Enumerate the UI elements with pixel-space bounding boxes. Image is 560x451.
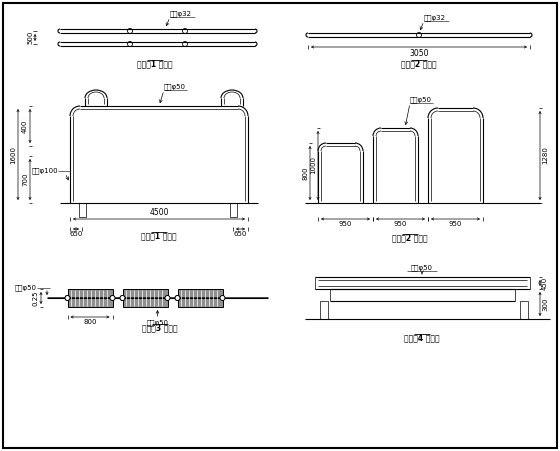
Text: 钢管φ50: 钢管φ50 [164, 83, 186, 90]
Circle shape [120, 295, 125, 300]
Text: 健身卨1 平面图: 健身卨1 平面图 [137, 59, 173, 68]
Text: 0.25: 0.25 [33, 290, 39, 306]
Text: 300: 300 [542, 297, 548, 311]
Text: 950: 950 [339, 221, 352, 227]
Text: 4500: 4500 [150, 208, 169, 217]
Text: 950: 950 [449, 221, 462, 227]
Text: 钢管φ50: 钢管φ50 [411, 264, 433, 271]
Text: 650: 650 [234, 231, 247, 237]
Circle shape [165, 295, 170, 300]
Bar [320, 301, 328, 319]
Bar [178, 289, 222, 307]
Circle shape [220, 295, 225, 300]
Text: 700: 700 [22, 173, 28, 186]
Bar [123, 289, 167, 307]
Text: 钢管φ32: 钢管φ32 [424, 14, 446, 21]
Bar [230, 203, 237, 217]
Text: 450: 450 [542, 276, 548, 290]
Text: 1000: 1000 [310, 156, 316, 175]
Text: 800: 800 [83, 319, 97, 325]
Circle shape [110, 295, 115, 300]
Circle shape [175, 295, 180, 300]
Text: 3050: 3050 [409, 49, 429, 58]
Text: 钢管φ50: 钢管φ50 [147, 319, 169, 326]
Text: 健身卨3 平面图: 健身卨3 平面图 [142, 323, 178, 332]
Text: 400: 400 [22, 120, 28, 133]
Circle shape [65, 295, 70, 300]
Text: 健身卨2 平面图: 健身卨2 平面图 [401, 59, 437, 68]
Bar [520, 301, 528, 319]
Bar [68, 289, 113, 307]
Text: 500: 500 [27, 31, 33, 44]
Circle shape [175, 295, 180, 300]
Text: 钢管φ50: 钢管φ50 [410, 97, 432, 103]
Circle shape [65, 295, 70, 300]
Text: 钢管φ100: 钢管φ100 [31, 168, 58, 174]
Text: 健身卨2 立面图: 健身卨2 立面图 [392, 233, 428, 242]
Circle shape [120, 295, 125, 300]
Text: 1280: 1280 [542, 147, 548, 165]
Text: 800: 800 [302, 166, 308, 180]
Text: 钢轴φ50: 钢轴φ50 [15, 285, 37, 291]
Text: 健身卨4 平面图: 健身卨4 平面图 [404, 333, 440, 342]
Bar [79, 203, 86, 217]
Text: 健身卨1 立面图: 健身卨1 立面图 [141, 231, 177, 240]
Text: 1600: 1600 [10, 146, 16, 164]
Text: 650: 650 [69, 231, 83, 237]
Text: 950: 950 [394, 221, 407, 227]
Text: 钢管φ32: 钢管φ32 [170, 10, 192, 17]
